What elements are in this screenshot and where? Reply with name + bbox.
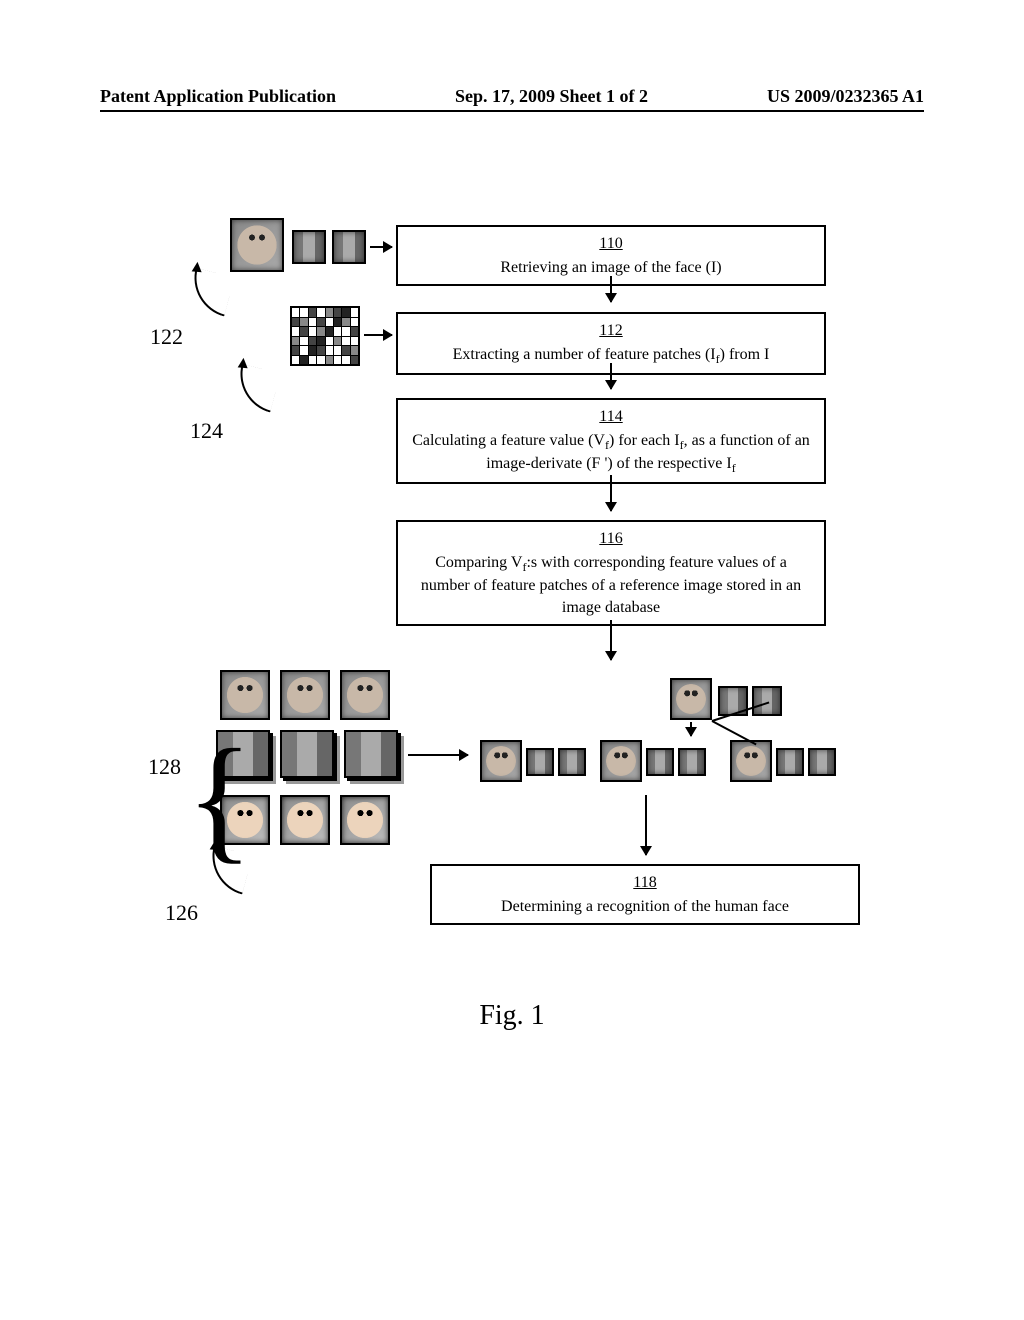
ref-patch-r2c2 <box>280 730 334 778</box>
cand2-p1 <box>646 748 674 776</box>
arrow-128-to-compare <box>408 754 468 756</box>
cand3-p2 <box>808 748 836 776</box>
flow-box-116: 116 Comparing Vf:s with corresponding fe… <box>396 520 826 626</box>
flow-box-112-text: Extracting a number of feature patches (… <box>453 346 770 363</box>
flow-box-110-num: 110 <box>410 233 812 255</box>
arrow-114-116 <box>610 475 612 511</box>
label-126: 126 <box>165 900 198 926</box>
cand3-face <box>730 740 772 782</box>
flow-box-118-text: Determining a recognition of the human f… <box>501 898 789 915</box>
label-124: 124 <box>190 418 223 444</box>
arrow-thumbs-to-110 <box>370 246 392 248</box>
cand1-p1 <box>526 748 554 776</box>
label-128: 128 <box>148 754 181 780</box>
ref-face-r1c2 <box>280 670 330 720</box>
ref-face-r1c3 <box>340 670 390 720</box>
flow-box-112-num: 112 <box>410 320 812 342</box>
arrow-116-compare <box>610 620 612 660</box>
cand1-face <box>480 740 522 782</box>
cand1-p2 <box>558 748 586 776</box>
arrow-query-cand <box>690 722 692 736</box>
ref-face-r3c3 <box>340 795 390 845</box>
flow-box-116-num: 116 <box>410 528 812 550</box>
header-center: Sep. 17, 2009 Sheet 1 of 2 <box>455 86 648 107</box>
pointer-124 <box>232 364 281 413</box>
ref-patch-r2c3 <box>344 730 398 778</box>
arrow-compare-118 <box>645 795 647 855</box>
input-patch-thumb-1 <box>292 230 326 264</box>
cand2-face <box>600 740 642 782</box>
input-face-thumb <box>230 218 284 272</box>
ref-face-r1c1 <box>220 670 270 720</box>
flow-box-118-num: 118 <box>444 872 846 894</box>
arrow-112-114 <box>610 363 612 389</box>
header-rule <box>100 110 924 112</box>
flow-box-114-num: 114 <box>410 406 812 428</box>
pointer-122 <box>186 268 235 317</box>
cand2-p2 <box>678 748 706 776</box>
arrow-110-112 <box>610 276 612 302</box>
flow-box-116-text: Comparing Vf:s with corresponding featur… <box>421 554 801 616</box>
flow-box-114-text: Calculating a feature value (Vf) for eac… <box>412 432 810 472</box>
grid-feature-patches <box>290 306 360 366</box>
header-right: US 2009/0232365 A1 <box>767 86 924 107</box>
flow-box-110-text: Retrieving an image of the face (I) <box>500 259 721 276</box>
input-patch-thumb-2 <box>332 230 366 264</box>
label-122: 122 <box>150 324 183 350</box>
brace-128: { <box>186 750 253 848</box>
figure-1-diagram: 110 Retrieving an image of the face (I) … <box>0 200 1024 1100</box>
ref-face-r3c2 <box>280 795 330 845</box>
header-left: Patent Application Publication <box>100 86 336 107</box>
figure-caption: Fig. 1 <box>0 1000 1024 1032</box>
cand3-p1 <box>776 748 804 776</box>
query-face <box>670 678 712 720</box>
page-header: Patent Application Publication Sep. 17, … <box>0 86 1024 107</box>
flow-box-118: 118 Determining a recognition of the hum… <box>430 864 860 925</box>
arrow-grid-to-112 <box>364 334 392 336</box>
flow-box-114: 114 Calculating a feature value (Vf) for… <box>396 398 826 484</box>
